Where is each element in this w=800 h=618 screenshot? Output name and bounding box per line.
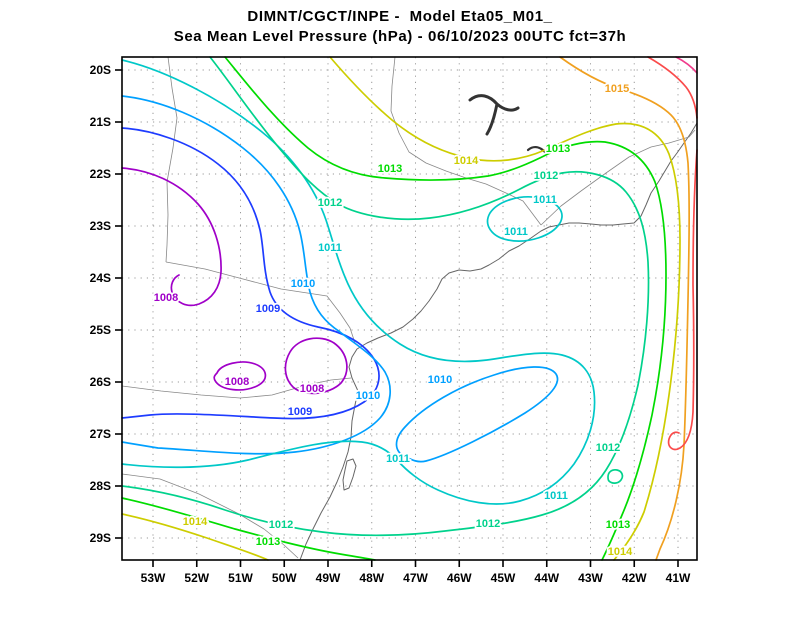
contour-label-1008: 1008 — [154, 292, 178, 304]
contour-line-1011-ring-1011 — [121, 59, 596, 505]
x-tick-label: 42W — [622, 571, 647, 585]
contour-label-1010: 1010 — [428, 374, 452, 386]
contour-label-1015: 1015 — [605, 83, 629, 95]
contour-line-1010-trough-loop-se — [395, 366, 559, 463]
y-tick-label: 21S — [90, 115, 111, 129]
contour-line-1008-low-hook-west — [121, 167, 222, 307]
contour-label-1012: 1012 — [269, 519, 293, 531]
chart-title-line1: DIMNT/CGCT/INPE - Model Eta05_M01_ — [247, 8, 553, 25]
contour-label-1008: 1008 — [300, 383, 324, 395]
x-tick-label: 49W — [316, 571, 341, 585]
contour-line-1014-segment-1014-sw — [121, 513, 269, 561]
contour-label-1013: 1013 — [606, 519, 630, 531]
contour-label-1014: 1014 — [183, 516, 208, 528]
contour-label-1013: 1013 — [546, 143, 570, 155]
contour-line-1016-edge-line-hook — [667, 149, 698, 451]
contour-label-1013: 1013 — [256, 536, 280, 548]
contour-label-1012: 1012 — [534, 170, 558, 182]
contour-label-1014: 1014 — [608, 546, 633, 558]
contour-line-1013-ring-1013-east — [224, 56, 667, 561]
contour-label-1010: 1010 — [356, 390, 380, 402]
contour-label-1014: 1014 — [454, 155, 479, 167]
contour-line-1009-ring-1009 — [121, 127, 380, 420]
contour-label-1012: 1012 — [476, 518, 500, 530]
contour-line-1008-low-core-b — [284, 337, 348, 395]
x-tick-label: 51W — [228, 571, 253, 585]
y-tick-label: 22S — [90, 167, 111, 181]
y-tick-label: 23S — [90, 219, 111, 233]
x-tick-label: 47W — [403, 571, 428, 585]
contour-label-1010: 1010 — [291, 278, 315, 290]
contour-label-1012: 1012 — [596, 442, 620, 454]
contour-label-1011: 1011 — [533, 194, 557, 206]
reservoir-furnas — [468, 94, 520, 136]
contour-label-1009: 1009 — [288, 406, 312, 418]
y-tick-label: 27S — [90, 427, 111, 441]
y-tick-label: 29S — [90, 531, 111, 545]
contour-line-1012-ring-1012 — [121, 56, 650, 537]
contour-label-1011: 1011 — [386, 453, 410, 465]
chart-title-line2: Sea Mean Level Pressure (hPa) - 06/10/20… — [173, 28, 627, 45]
x-tick-label: 50W — [272, 571, 297, 585]
x-tick-label: 45W — [491, 571, 516, 585]
x-tick-label: 48W — [359, 571, 384, 585]
contour-line-1010-ring-1010 — [121, 95, 391, 455]
contour-line-1015-arc-1015 — [559, 56, 691, 561]
x-tick-label: 52W — [184, 571, 209, 585]
contour-label-1011: 1011 — [544, 490, 568, 502]
contour-line-1008-low-core-a — [213, 361, 267, 391]
contour-line-1014-ring-1014-east — [329, 56, 681, 561]
x-tick-label: 43W — [578, 571, 603, 585]
state-border-mg-sp — [390, 56, 542, 226]
plot-frame — [121, 56, 698, 561]
contour-label-1012: 1012 — [318, 197, 342, 209]
contour-label-1011: 1011 — [504, 226, 528, 238]
contour-label-1009: 1009 — [256, 303, 280, 315]
contour-line-1017-corner-arc-1017 — [675, 56, 698, 74]
x-tick-label: 41W — [666, 571, 691, 585]
contour-line-1013-segment-1013-sw — [121, 497, 376, 561]
coastline-brazil-southeast — [299, 122, 698, 561]
state-border-pr-sc — [121, 377, 352, 399]
contour-line-1012-tiny-cell — [607, 468, 624, 484]
y-tick-label: 28S — [90, 479, 111, 493]
contour-line-1016-corner-arc-1016 — [647, 56, 698, 119]
y-tick-label: 26S — [90, 375, 111, 389]
contour-label-1011: 1011 — [318, 242, 342, 254]
state-border-mg-rj — [540, 129, 696, 226]
contour-line-1011-coastal-loop-rio — [486, 196, 563, 242]
island — [342, 458, 357, 491]
river-parana — [165, 56, 178, 263]
y-tick-label: 24S — [90, 271, 111, 285]
x-tick-label: 44W — [534, 571, 559, 585]
x-tick-label: 53W — [141, 571, 166, 585]
contour-label-1013: 1013 — [378, 163, 402, 175]
contour-label-1008: 1008 — [225, 376, 249, 388]
y-tick-label: 20S — [90, 63, 111, 77]
state-border-sp-pr — [165, 261, 356, 344]
x-tick-label: 46W — [447, 571, 472, 585]
y-tick-label: 25S — [90, 323, 111, 337]
